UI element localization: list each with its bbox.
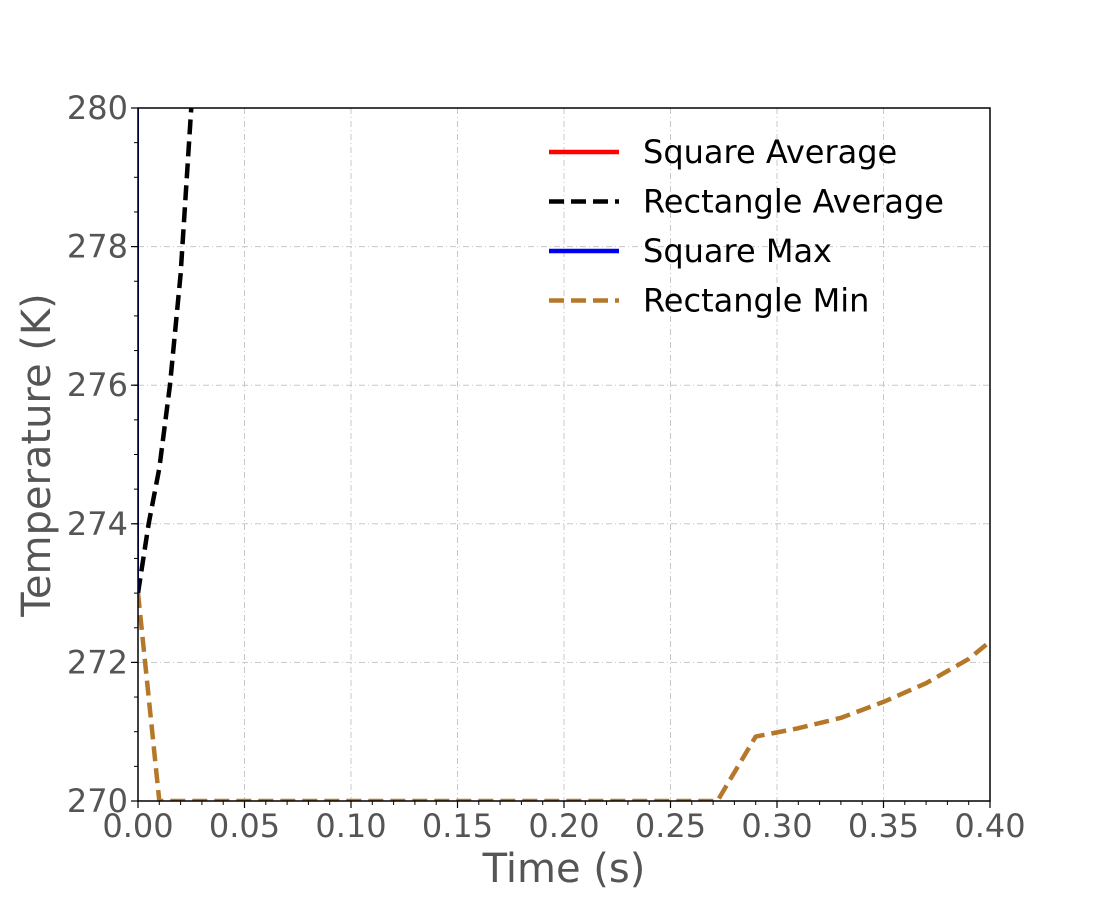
y-tick-label: 278 (67, 228, 128, 266)
legend-label-square-average: Square Average (643, 133, 897, 171)
x-tick-label: 0.20 (528, 807, 599, 845)
series-rectangle-average-line (138, 108, 194, 594)
x-tick-label: 0.30 (741, 807, 812, 845)
y-tick-label: 280 (67, 89, 128, 127)
series-layer (138, 108, 990, 801)
y-tick-label: 272 (67, 643, 128, 681)
x-tick-label: 0.35 (848, 807, 919, 845)
series-rectangle-min-line (138, 592, 990, 801)
y-axis-label: Temperature (K) (14, 293, 60, 618)
x-tick-label: 0.15 (422, 807, 493, 845)
legend-label-square-max: Square Max (643, 232, 832, 270)
y-tick-label: 274 (67, 505, 128, 543)
x-tick-label: 0.05 (209, 807, 280, 845)
x-tick-label: 0.00 (102, 807, 173, 845)
legend-label-rectangle-average: Rectangle Average (643, 183, 944, 221)
x-tick-label: 0.25 (635, 807, 706, 845)
ticks (131, 107, 991, 808)
legend: Square Average Rectangle Average Square Ma… (549, 133, 944, 320)
x-tick-label: 0.10 (315, 807, 386, 845)
x-axis-label: Time (s) (482, 846, 646, 892)
y-tick-label: 270 (67, 782, 128, 820)
x-tick-label: 0.40 (954, 807, 1025, 845)
y-tick-label: 276 (67, 366, 128, 404)
legend-label-rectangle-min: Rectangle Min (643, 282, 869, 320)
tick-labels: 0.00 0.05 0.10 0.15 0.20 0.25 0.30 0.35 0.40 270 2… (67, 89, 1026, 845)
